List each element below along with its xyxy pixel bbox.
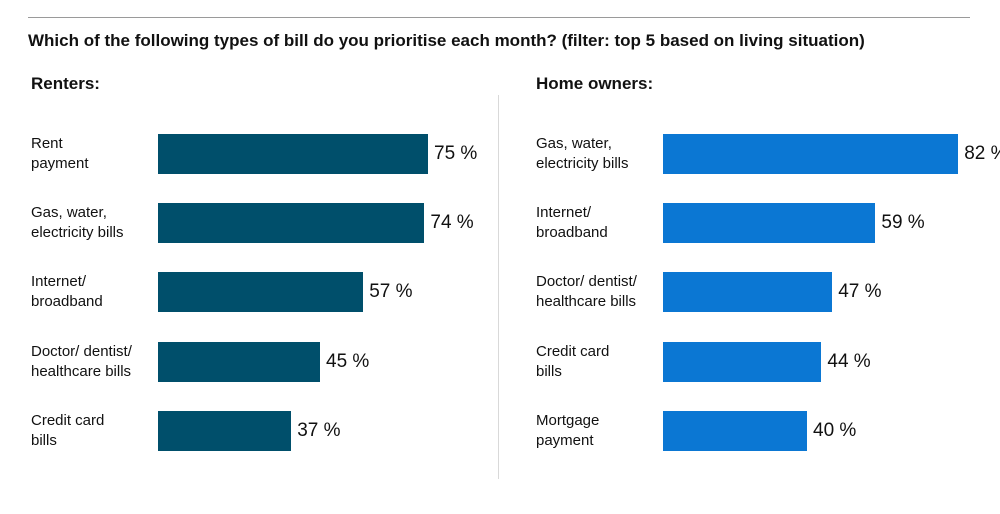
bar bbox=[663, 411, 807, 451]
bar-row: Credit card bills 37 % bbox=[31, 411, 491, 451]
bar bbox=[663, 203, 876, 243]
value-label: 45 % bbox=[326, 351, 370, 372]
category-label: Rent payment bbox=[31, 135, 89, 172]
renters-heading: Renters: bbox=[31, 74, 100, 93]
bar-row: Doctor/ dentist/ healthcare bills 47 % bbox=[536, 272, 996, 312]
category-label: Credit card bills bbox=[31, 412, 105, 449]
bar bbox=[158, 134, 428, 174]
category-label: Credit card bills bbox=[536, 343, 610, 380]
category-label: Internet/ broadband bbox=[31, 273, 103, 310]
bar bbox=[663, 134, 959, 174]
value-label: 47 % bbox=[838, 281, 882, 302]
bar-row: Rent payment 75 % bbox=[31, 134, 491, 174]
value-label: 75 % bbox=[434, 143, 478, 164]
bar-row: Mortgage payment 40 % bbox=[536, 411, 996, 451]
bar-row: Internet/ broadband 57 % bbox=[31, 272, 491, 312]
bar bbox=[158, 272, 364, 312]
bar bbox=[663, 272, 833, 312]
panel-divider bbox=[498, 95, 499, 479]
value-label: 40 % bbox=[813, 420, 857, 441]
bar bbox=[158, 203, 425, 243]
chart-title: Which of the following types of bill do … bbox=[28, 31, 865, 50]
value-label: 59 % bbox=[881, 212, 925, 233]
category-label: Mortgage payment bbox=[536, 412, 600, 449]
home-owners-heading: Home owners: bbox=[536, 74, 654, 93]
bar-row: Gas, water, electricity bills 82 % bbox=[536, 134, 1000, 174]
category-label: Doctor/ dentist/ healthcare bills bbox=[31, 343, 132, 380]
bar-row: Credit card bills 44 % bbox=[536, 342, 996, 382]
category-label: Doctor/ dentist/ healthcare bills bbox=[536, 273, 637, 310]
value-label: 74 % bbox=[430, 212, 474, 233]
value-label: 44 % bbox=[827, 351, 871, 372]
bar-row: Gas, water, electricity bills 74 % bbox=[31, 203, 491, 243]
category-label: Gas, water, electricity bills bbox=[536, 135, 629, 172]
value-label: 57 % bbox=[369, 281, 413, 302]
bar bbox=[158, 342, 320, 382]
bar bbox=[663, 342, 822, 382]
bar bbox=[158, 411, 292, 451]
category-label: Internet/ broadband bbox=[536, 204, 608, 241]
value-label: 82 % bbox=[964, 143, 1000, 164]
top-rule bbox=[28, 17, 970, 18]
bar-row: Internet/ broadband 59 % bbox=[536, 203, 996, 243]
category-label: Gas, water, electricity bills bbox=[31, 204, 124, 241]
value-label: 37 % bbox=[297, 420, 341, 441]
bar-row: Doctor/ dentist/ healthcare bills 45 % bbox=[31, 342, 491, 382]
